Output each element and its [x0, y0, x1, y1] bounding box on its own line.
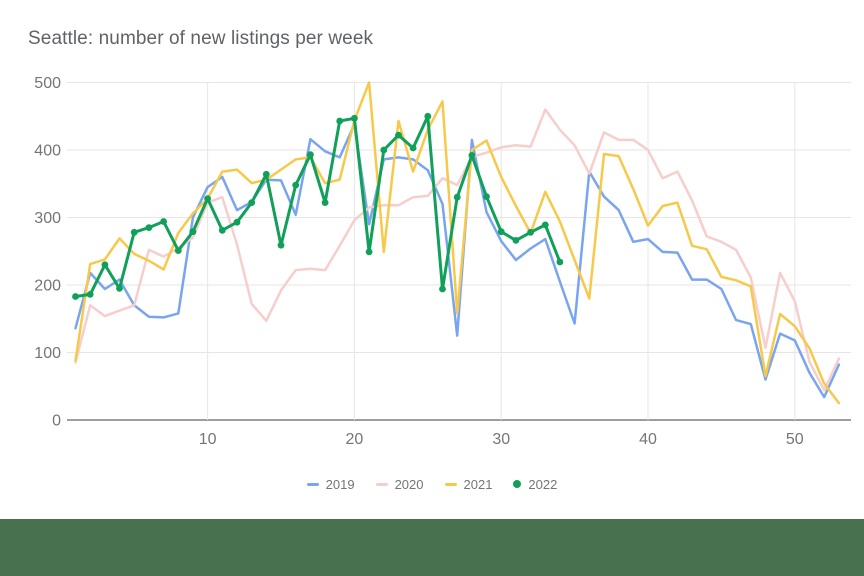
series-point-2022: [380, 146, 388, 154]
x-axis-tick-label: 30: [492, 431, 510, 448]
series-point-2022: [189, 228, 197, 236]
footer-bar: [0, 519, 864, 576]
y-axis-tick-label: 0: [52, 413, 61, 430]
series-point-2022: [160, 218, 168, 225]
chart-title: Seattle: number of new listings per week: [28, 28, 374, 49]
series-point-2022: [409, 144, 417, 152]
series-point-2022: [453, 193, 461, 201]
legend-item-2019[interactable]: 2019: [306, 476, 355, 492]
legend-label-2021: 2021: [463, 476, 493, 492]
x-axis-tick-label: 40: [639, 431, 657, 448]
series-point-2022: [101, 261, 109, 269]
legend-label-2020: 2020: [394, 476, 424, 492]
legend-item-2021[interactable]: 2021: [444, 476, 493, 492]
series-point-2022: [321, 199, 329, 207]
line-chart: 0 100 200 300 400 500 10 20 30 40 50: [34, 75, 851, 448]
legend-label-2022: 2022: [528, 476, 558, 492]
series-point-2022: [541, 221, 549, 229]
y-axis-tick-label: 300: [34, 210, 61, 227]
series-point-2022: [468, 152, 476, 159]
legend-label-2019: 2019: [325, 476, 355, 492]
series-point-2022: [512, 237, 520, 244]
series-line-2020: [74, 108, 841, 392]
series-point-2022: [174, 247, 182, 255]
y-axis-tick-label: 100: [34, 345, 61, 362]
legend-swatch-2021: [444, 482, 457, 486]
series-line-2022: [74, 114, 562, 298]
series-point-2022: [130, 228, 138, 236]
legend-swatch-2019: [306, 482, 319, 486]
series-point-2022: [439, 285, 446, 293]
series-point-2022: [145, 224, 153, 232]
x-axis-tick-label: 10: [199, 431, 217, 448]
legend-item-2022[interactable]: 2022: [513, 477, 557, 492]
series-point-2022: [527, 228, 534, 236]
series-point-2022: [365, 248, 373, 256]
series-line-2021: [74, 81, 841, 405]
series-point-2022: [248, 199, 256, 207]
chart-legend: 2019 2020 2021 2022: [0, 474, 864, 494]
series-point-2022: [277, 241, 285, 249]
series-point-2022: [336, 117, 344, 125]
y-axis-tick-label: 400: [34, 143, 61, 160]
legend-item-2020[interactable]: 2020: [375, 476, 424, 492]
series-point-2022: [483, 193, 490, 201]
series-point-2022: [218, 226, 226, 234]
y-axis-tick-label: 200: [34, 278, 61, 295]
series-point-2022: [424, 112, 432, 120]
y-axis-tick-label: 500: [34, 75, 61, 92]
series-point-2022: [72, 293, 79, 300]
series-point-2022: [86, 291, 94, 298]
series-point-2022: [292, 181, 300, 189]
series-point-2022: [395, 131, 402, 139]
series-point-2022: [116, 285, 123, 292]
legend-swatch-2022: [513, 480, 522, 488]
series-line-2019: [74, 123, 841, 399]
series-point-2022: [204, 195, 212, 203]
series-point-2022: [262, 170, 270, 178]
x-axis-tick-label: 50: [786, 431, 804, 448]
series-point-2022: [233, 218, 241, 226]
legend-swatch-2020: [375, 482, 388, 486]
series-point-2022: [307, 151, 314, 159]
series-point-2022: [497, 228, 505, 236]
x-axis-tick-label: 20: [346, 431, 364, 448]
series-point-2022: [556, 258, 564, 266]
series-point-2022: [351, 114, 358, 122]
